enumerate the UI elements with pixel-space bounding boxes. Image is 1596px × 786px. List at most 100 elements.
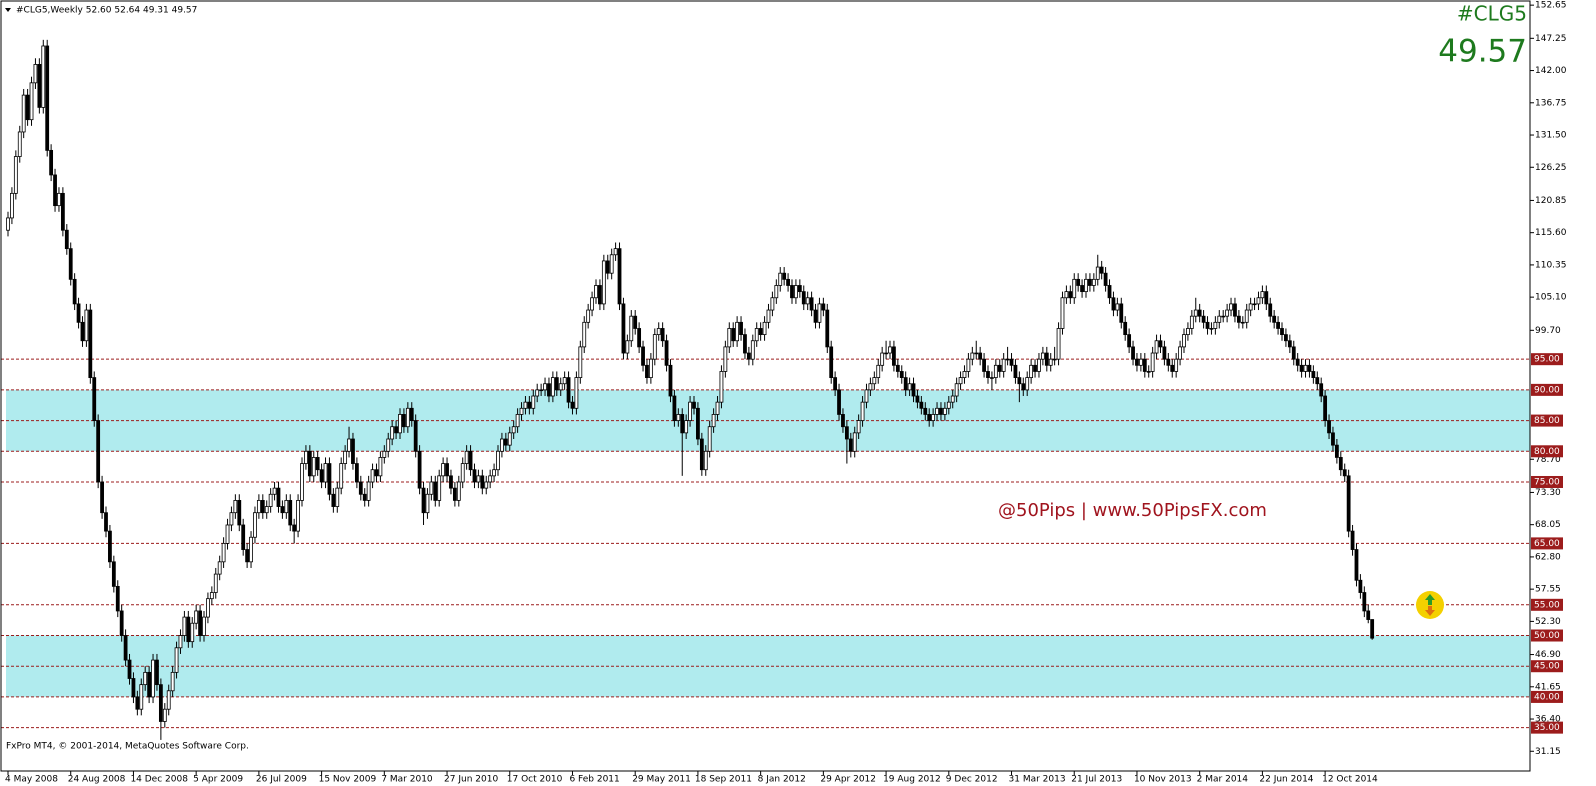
level-label-bg <box>1531 690 1563 703</box>
y-tick-label: 41.65 <box>1535 682 1561 692</box>
signal-icon <box>1416 591 1444 619</box>
candle-body <box>433 481 438 501</box>
level-label-bg <box>1531 721 1563 734</box>
candle-body <box>680 414 685 434</box>
candle-body <box>162 708 167 722</box>
candle-body <box>41 45 46 108</box>
candle-body <box>417 450 422 489</box>
candle-body <box>57 192 61 207</box>
candle-body <box>813 309 818 323</box>
candle-body <box>958 377 963 385</box>
level-label: 90.00 <box>1534 385 1560 395</box>
candle-body <box>1037 358 1041 372</box>
candle-body <box>837 389 841 415</box>
candle-body <box>652 334 657 360</box>
candle-body <box>37 64 42 108</box>
candle-body <box>284 500 289 514</box>
candle-body <box>1276 321 1280 329</box>
candle-body <box>1236 315 1241 323</box>
level-label-bg <box>1531 353 1563 366</box>
candle-body <box>421 487 426 514</box>
level-label-bg <box>1531 629 1563 642</box>
candle-body <box>880 352 885 366</box>
candle-body <box>711 414 716 428</box>
candle-body <box>743 334 747 354</box>
candle-body <box>884 352 888 355</box>
level-label-bg <box>1531 445 1563 458</box>
candle-body <box>1162 346 1167 360</box>
candle-body <box>817 303 822 323</box>
candle-body <box>625 340 630 354</box>
candle-body <box>60 192 65 231</box>
candle-body <box>1287 340 1292 348</box>
watermark: @50Pips | www.50PipsFX.com <box>998 500 1267 521</box>
candle-body <box>676 414 681 421</box>
candle-body <box>292 524 297 532</box>
icon-up <box>1425 594 1435 605</box>
candle-body <box>111 561 116 587</box>
candle-body <box>119 610 124 636</box>
candle-body <box>370 469 375 483</box>
level-label: 75.00 <box>1534 477 1560 487</box>
candle-body <box>550 377 555 397</box>
candle-body <box>378 457 383 477</box>
candle-body <box>1295 358 1300 366</box>
candle-body <box>1213 321 1218 329</box>
candle-body <box>774 285 779 299</box>
candle-body <box>151 659 155 698</box>
candle-body <box>617 248 622 305</box>
candle-body <box>241 524 246 550</box>
candle-body <box>1311 371 1316 378</box>
candle-body <box>594 285 598 299</box>
candle-body <box>582 321 587 348</box>
candle-body <box>45 45 50 151</box>
candle-body <box>723 346 728 372</box>
candle-body <box>805 297 810 305</box>
candle-body <box>1025 377 1030 391</box>
candle-body <box>931 414 936 421</box>
candle-body <box>233 500 238 514</box>
footer: FxPro MT4, © 2001-2014, MetaQuotes Softw… <box>6 742 249 752</box>
candle-body <box>962 371 967 378</box>
candle-body <box>1197 309 1202 317</box>
candle-body <box>1127 334 1132 348</box>
candle-body <box>1115 303 1120 311</box>
candle-body <box>1123 321 1128 336</box>
candle-body <box>108 530 112 563</box>
candle-body <box>758 328 763 336</box>
candle-body <box>484 481 489 489</box>
candle-body <box>1091 278 1096 286</box>
candle-body <box>692 401 696 409</box>
candle-body <box>872 377 877 385</box>
candle-body <box>539 389 544 392</box>
candle-body <box>844 426 849 440</box>
candle-body <box>507 432 512 446</box>
candle-body <box>1315 377 1320 385</box>
icon-down <box>1425 606 1435 616</box>
y-tick-label: 142.00 <box>1535 66 1567 76</box>
candle-body <box>182 616 187 636</box>
candle-body <box>272 487 277 495</box>
candle-body <box>1362 592 1367 612</box>
candle-body <box>225 524 230 544</box>
candle-body <box>719 371 724 403</box>
candle-body <box>648 358 653 378</box>
candle-body <box>1166 358 1171 366</box>
candle-body <box>668 364 673 397</box>
candle-body <box>715 401 720 415</box>
candle-body <box>790 285 794 299</box>
x-tick-label: 27 Jun 2010 <box>444 775 498 785</box>
candle-body <box>147 671 152 698</box>
candle-body <box>49 149 54 176</box>
candle-body <box>166 690 171 710</box>
candle-body <box>1346 475 1351 532</box>
candle-body <box>300 463 304 501</box>
candle-body <box>1056 328 1061 360</box>
candle-body <box>794 285 798 299</box>
candle-body <box>186 616 191 643</box>
candle-body <box>1244 309 1249 323</box>
candle-body <box>425 493 430 514</box>
candle-body <box>307 450 312 477</box>
candle-body <box>100 481 104 514</box>
candle-body <box>64 229 69 250</box>
